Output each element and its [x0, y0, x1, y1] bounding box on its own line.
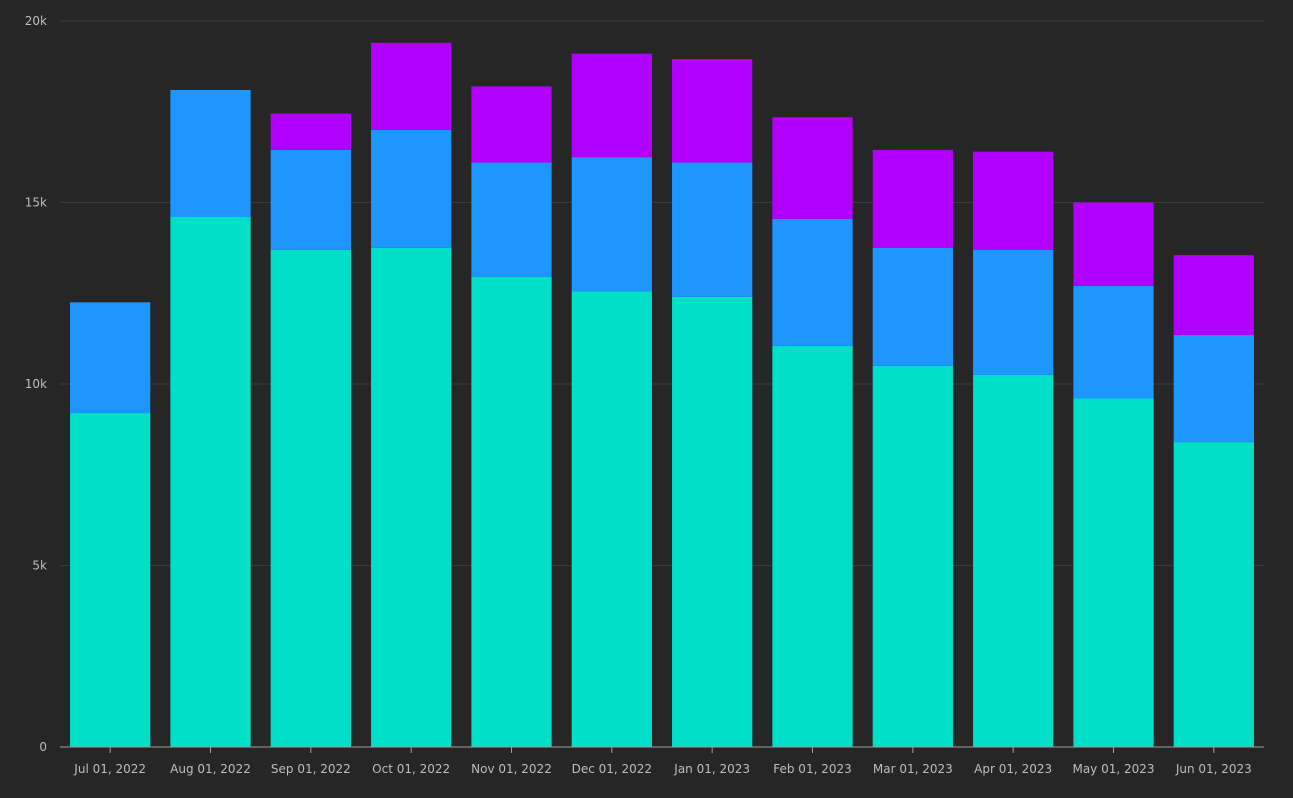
bar-segment — [270, 149, 351, 250]
bar-segment — [772, 218, 853, 346]
y-tick-label: 5k — [32, 559, 47, 573]
bar-segment — [973, 151, 1054, 250]
x-axis — [60, 746, 1264, 753]
x-tick-label: Jul 01, 2022 — [73, 762, 146, 776]
x-tick-label: Jan 01, 2023 — [673, 762, 750, 776]
bar-segment — [170, 89, 251, 218]
bar-segment — [371, 247, 452, 747]
bar-segment — [672, 59, 753, 163]
bar-segment — [371, 42, 452, 130]
bar-segment — [70, 413, 151, 747]
x-tick-label: Sep 01, 2022 — [271, 762, 351, 776]
x-tick-label: Nov 01, 2022 — [471, 762, 552, 776]
bar-segment — [1173, 255, 1254, 335]
bar-segment — [1173, 334, 1254, 443]
bar-segment — [270, 249, 351, 747]
bar-segment — [1173, 442, 1254, 747]
bar-segment — [471, 86, 552, 163]
y-tick-label: 20k — [25, 14, 47, 28]
bar-segment — [772, 345, 853, 747]
bar-segment — [1073, 398, 1154, 747]
grid-lines — [60, 20, 1264, 566]
bar-segment — [571, 291, 652, 747]
x-tick-label: May 01, 2023 — [1072, 762, 1154, 776]
bars — [70, 42, 1254, 747]
y-tick-label: 15k — [25, 196, 47, 210]
bar-segment — [1073, 285, 1154, 399]
x-tick-label: Aug 01, 2022 — [170, 762, 251, 776]
x-tick-label: Mar 01, 2023 — [873, 762, 953, 776]
bar-segment — [672, 296, 753, 747]
bar-segment — [471, 276, 552, 747]
x-tick-label: Feb 01, 2023 — [773, 762, 852, 776]
x-tick-label: Jun 01, 2023 — [1175, 762, 1252, 776]
bar-segment — [270, 113, 351, 150]
bar-segment — [471, 162, 552, 277]
bar-segment — [872, 365, 953, 747]
x-tick-label: Oct 01, 2022 — [372, 762, 450, 776]
y-tick-label: 0 — [39, 740, 47, 754]
bar-segment — [571, 53, 652, 158]
x-tick-label: Dec 01, 2022 — [572, 762, 652, 776]
bar-segment — [872, 149, 953, 248]
bar-segment — [772, 117, 853, 219]
x-tick-label: Apr 01, 2023 — [974, 762, 1052, 776]
bar-segment — [1073, 202, 1154, 286]
bar-segment — [170, 217, 251, 747]
bar-segment — [70, 302, 151, 414]
bar-segment — [672, 162, 753, 297]
bar-segment — [371, 129, 452, 248]
y-tick-label: 10k — [25, 377, 47, 391]
bar-segment — [571, 157, 652, 292]
y-axis-tick-labels: 0 5k 10k 15k 20k — [25, 14, 47, 754]
bar-segment — [973, 374, 1054, 747]
x-axis-tick-labels: Jul 01, 2022 Aug 01, 2022 Sep 01, 2022 Oct … — [73, 762, 1252, 776]
bar-segment — [973, 249, 1054, 375]
bar-segment — [872, 247, 953, 366]
